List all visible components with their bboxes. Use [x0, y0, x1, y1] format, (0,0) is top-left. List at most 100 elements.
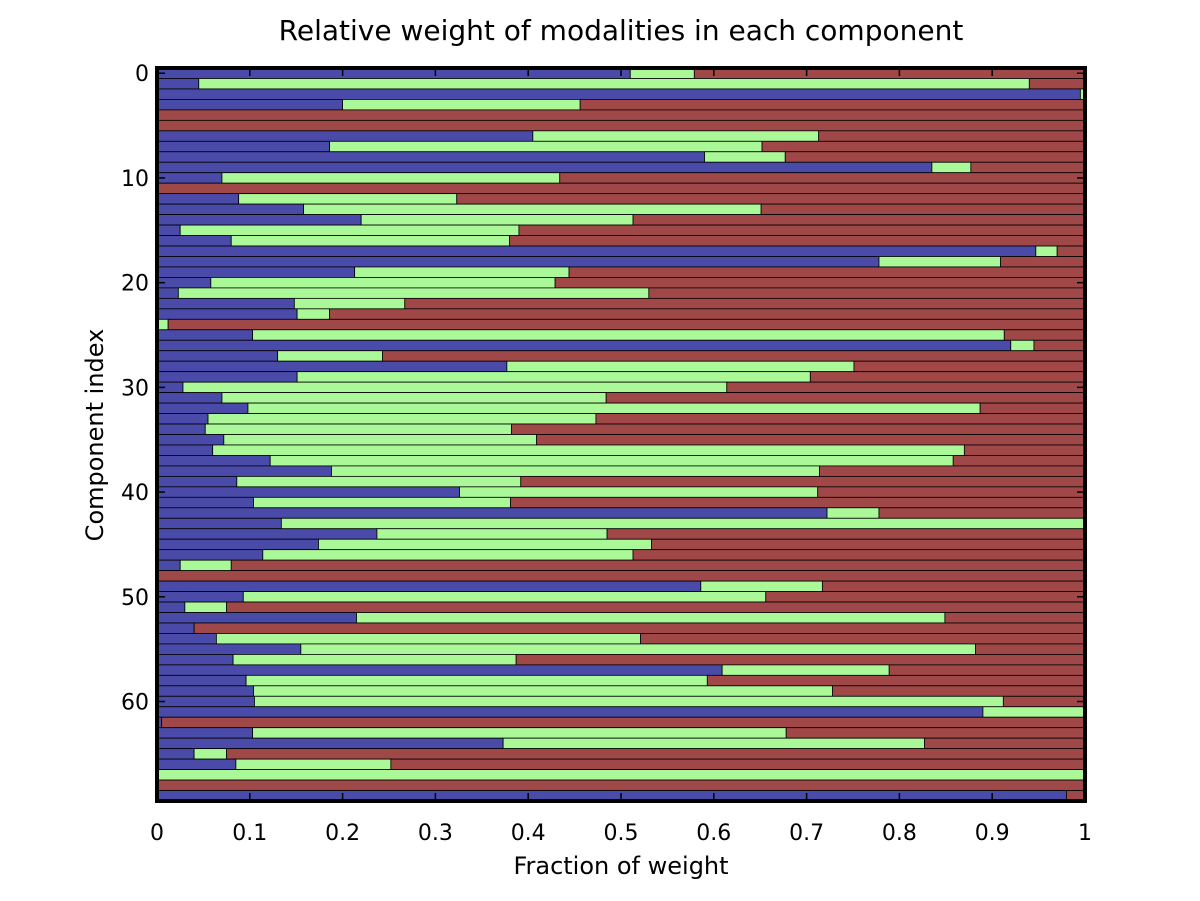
bar-component-55-modality-1 — [156, 643, 302, 655]
x-tick-label-7: 0.7 — [789, 821, 824, 846]
bar-component-2-modality-1 — [156, 88, 1081, 100]
bar-component-29-modality-3 — [809, 371, 1086, 383]
bar-component-20-modality-3 — [554, 277, 1086, 289]
bar-component-28-modality-3 — [853, 360, 1086, 373]
bar-component-55-modality-2 — [300, 643, 976, 655]
bar-component-25-modality-2 — [252, 329, 1005, 341]
bar-component-8-modality-2 — [704, 151, 786, 163]
bar-component-3-modality-1 — [156, 99, 344, 111]
bar-component-41-modality-1 — [156, 496, 254, 509]
bar-component-54-modality-1 — [156, 633, 217, 645]
bar-component-10-modality-1 — [156, 172, 223, 184]
bar-component-38-modality-1 — [156, 465, 332, 477]
bar-component-32-modality-3 — [979, 402, 1086, 414]
bar-component-46-modality-1 — [156, 549, 264, 561]
bar-component-40-modality-1 — [156, 486, 460, 498]
bar-component-1-modality-3 — [1028, 78, 1086, 90]
bar-component-35-modality-3 — [536, 434, 1086, 446]
bar-component-11-modality-3 — [156, 182, 1086, 195]
bar-component-3-modality-2 — [342, 99, 581, 111]
y-tick-label-2: 20 — [121, 272, 149, 297]
bar-component-8-modality-3 — [784, 151, 1086, 163]
bar-component-49-modality-3 — [821, 580, 1086, 592]
bar-component-40-modality-3 — [817, 486, 1086, 498]
x-tick-label-2: 0.2 — [325, 821, 360, 846]
bar-component-58-modality-1 — [156, 674, 247, 687]
bar-component-51-modality-1 — [156, 601, 186, 613]
x-tick-label-9: 0.9 — [975, 821, 1010, 846]
bar-component-65-modality-1 — [156, 748, 195, 760]
bar-component-26-modality-3 — [1033, 339, 1086, 352]
bar-component-27-modality-3 — [382, 350, 1086, 362]
bar-component-16-modality-2 — [230, 235, 511, 247]
bar-component-31-modality-2 — [221, 392, 607, 404]
bar-component-16-modality-3 — [509, 235, 1086, 247]
bar-component-68-modality-3 — [156, 779, 1086, 791]
bar-component-10-modality-3 — [559, 172, 1086, 184]
bar-component-15-modality-1 — [156, 224, 181, 236]
bar-component-44-modality-1 — [156, 528, 378, 540]
bar-component-33-modality-3 — [595, 413, 1086, 425]
bar-component-7-modality-1 — [156, 140, 331, 153]
bar-component-7-modality-2 — [329, 140, 763, 153]
bar-component-6-modality-3 — [818, 130, 1086, 142]
bar-component-9-modality-2 — [931, 161, 972, 174]
bar-component-23-modality-3 — [329, 308, 1086, 320]
bar-component-42-modality-3 — [878, 507, 1086, 519]
bar-component-39-modality-3 — [520, 475, 1086, 488]
bar-component-6-modality-2 — [532, 130, 820, 142]
x-tick-label-6: 0.6 — [696, 821, 731, 846]
bar-component-59-modality-2 — [253, 685, 833, 697]
bar-component-28-modality-1 — [156, 360, 508, 373]
bar-component-41-modality-3 — [510, 496, 1086, 509]
bar-component-52-modality-2 — [356, 612, 946, 624]
bar-component-59-modality-1 — [156, 685, 254, 697]
bar-component-37-modality-2 — [269, 455, 954, 467]
y-tick-label-1: 10 — [121, 167, 149, 192]
bar-component-32-modality-1 — [156, 402, 249, 414]
bar-component-60-modality-2 — [254, 695, 1004, 708]
x-axis-label: Fraction of weight — [513, 852, 728, 880]
bar-component-45-modality-1 — [156, 538, 319, 551]
bar-component-66-modality-3 — [390, 758, 1086, 770]
bar-component-67-modality-2 — [156, 769, 1086, 781]
bar-component-51-modality-3 — [226, 601, 1086, 613]
x-tick-label-10: 1 — [1078, 821, 1092, 846]
bar-component-17-modality-3 — [1056, 245, 1086, 257]
bar-component-36-modality-1 — [156, 444, 214, 456]
bar-component-29-modality-2 — [296, 371, 811, 383]
bar-component-31-modality-1 — [156, 392, 223, 404]
bar-component-27-modality-1 — [156, 350, 279, 362]
bar-component-65-modality-2 — [193, 748, 227, 760]
bar-component-13-modality-2 — [303, 203, 762, 215]
bar-component-18-modality-3 — [1000, 256, 1086, 268]
bar-component-36-modality-3 — [963, 444, 1086, 456]
bar-component-25-modality-3 — [1003, 329, 1086, 341]
bar-component-53-modality-1 — [156, 622, 195, 634]
bar-component-56-modality-2 — [232, 654, 517, 666]
bar-component-66-modality-2 — [235, 758, 392, 770]
bar-component-24-modality-3 — [167, 318, 1086, 331]
bar-component-55-modality-3 — [975, 643, 1086, 655]
bar-component-61-modality-2 — [982, 706, 1086, 718]
bar-component-43-modality-2 — [280, 517, 1086, 530]
bar-component-30-modality-3 — [726, 381, 1086, 394]
bar-group — [156, 67, 1086, 802]
bar-component-22-modality-3 — [404, 297, 1086, 310]
bar-component-65-modality-3 — [226, 748, 1086, 760]
bar-component-59-modality-3 — [832, 685, 1086, 697]
bar-component-63-modality-2 — [252, 727, 787, 739]
bar-component-45-modality-3 — [651, 538, 1086, 551]
bar-component-42-modality-1 — [156, 507, 828, 519]
bar-component-17-modality-1 — [156, 245, 1037, 257]
x-tick-label-1: 0.1 — [232, 821, 267, 846]
bar-component-52-modality-1 — [156, 612, 357, 624]
y-tick-label-6: 60 — [121, 691, 149, 716]
bar-component-13-modality-3 — [760, 203, 1086, 215]
bar-component-19-modality-3 — [568, 266, 1086, 278]
bar-component-14-modality-2 — [360, 214, 634, 226]
bar-component-21-modality-1 — [156, 287, 179, 299]
bar-component-23-modality-1 — [156, 308, 298, 320]
y-tick-label-0: 0 — [135, 62, 149, 87]
bar-component-9-modality-3 — [970, 161, 1086, 174]
